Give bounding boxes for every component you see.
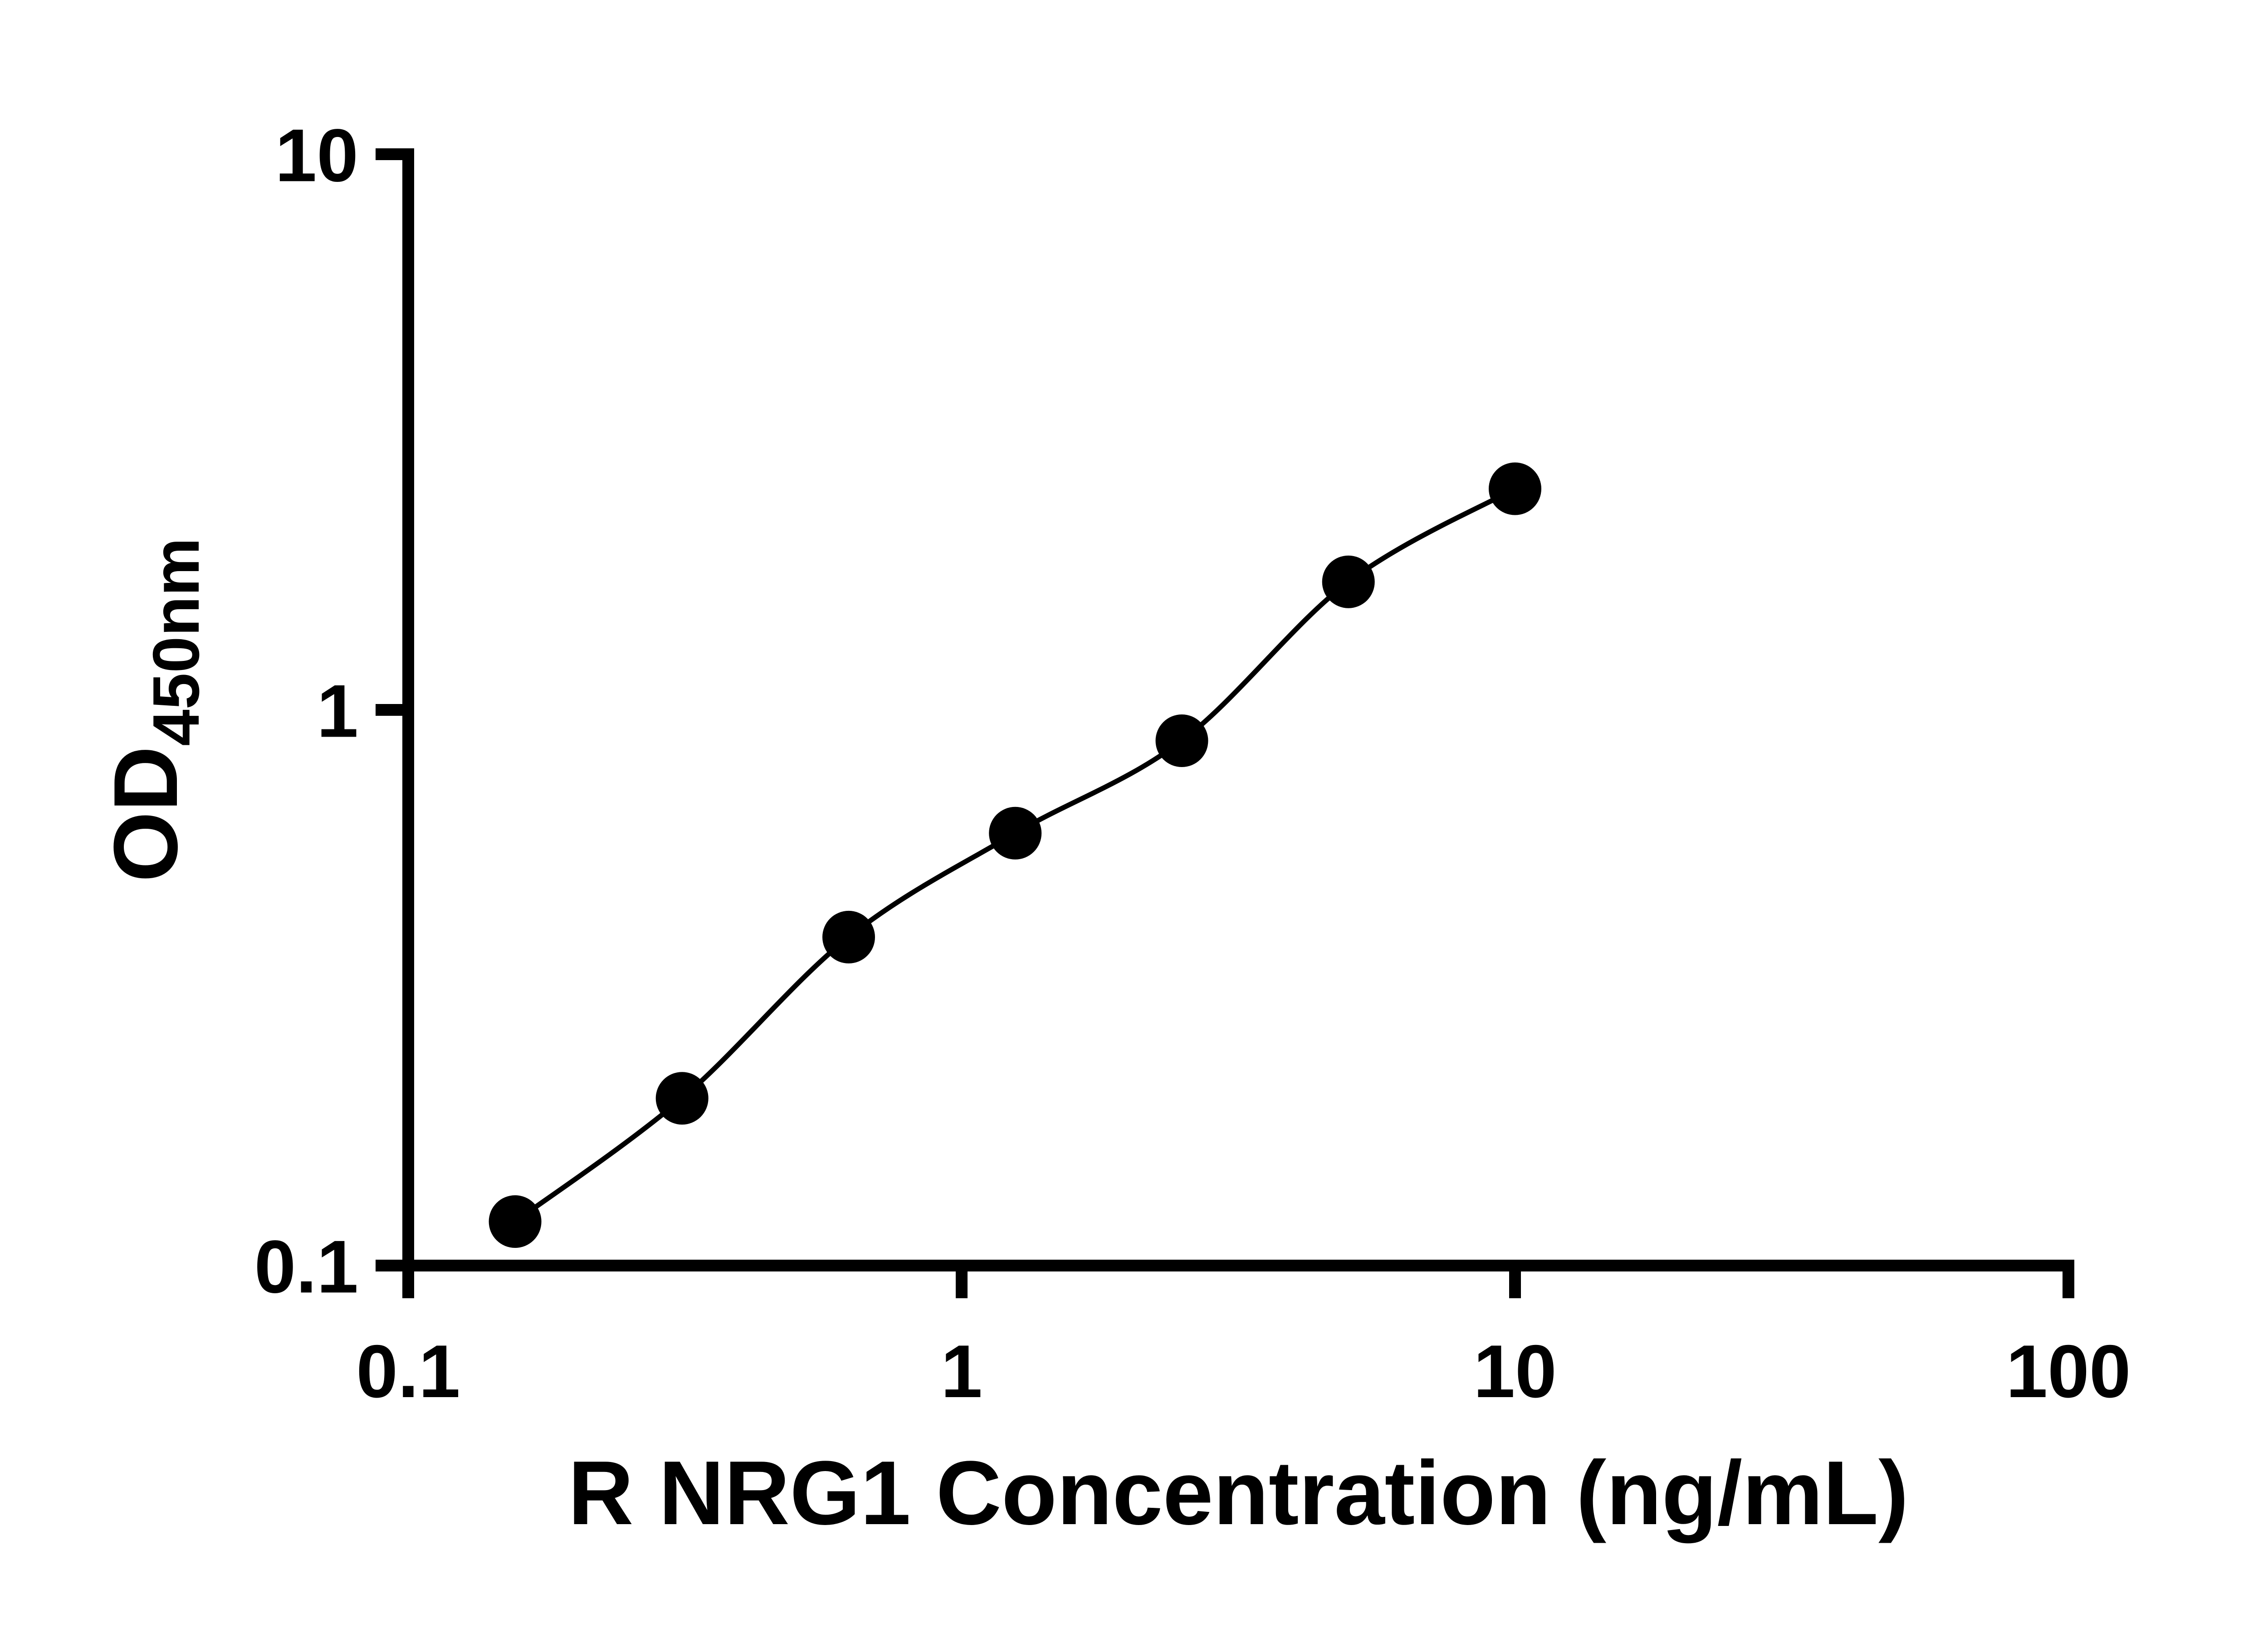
y-ticks — [376, 148, 408, 1271]
y-axis-title-subscript: 450nm — [139, 538, 213, 746]
x-tick-label: 10 — [1473, 1330, 1557, 1413]
data-point — [822, 910, 875, 963]
x-axis-title: R NRG1 Concentration (ng/mL) — [568, 1442, 1908, 1544]
data-point — [1322, 555, 1375, 608]
data-point — [1489, 462, 1541, 515]
y-axis-title-main: OD — [95, 746, 196, 882]
data-point — [655, 1072, 709, 1125]
y-tick-labels: 0.1 1 10 — [254, 113, 358, 1308]
y-axis-title: OD450nm — [95, 538, 213, 882]
x-tick-labels: 0.1 1 10 100 — [356, 1330, 2131, 1413]
data-point — [1155, 714, 1208, 767]
data-point — [489, 1195, 542, 1248]
data-point — [989, 807, 1042, 860]
data-points — [489, 462, 1541, 1248]
x-tick-label: 0.1 — [356, 1330, 460, 1413]
x-tick-label: 100 — [2006, 1330, 2131, 1413]
y-tick-label: 1 — [317, 669, 358, 753]
x-tick-label: 1 — [941, 1330, 982, 1413]
y-tick-label: 0.1 — [254, 1225, 358, 1308]
y-tick-label: 10 — [275, 113, 358, 197]
